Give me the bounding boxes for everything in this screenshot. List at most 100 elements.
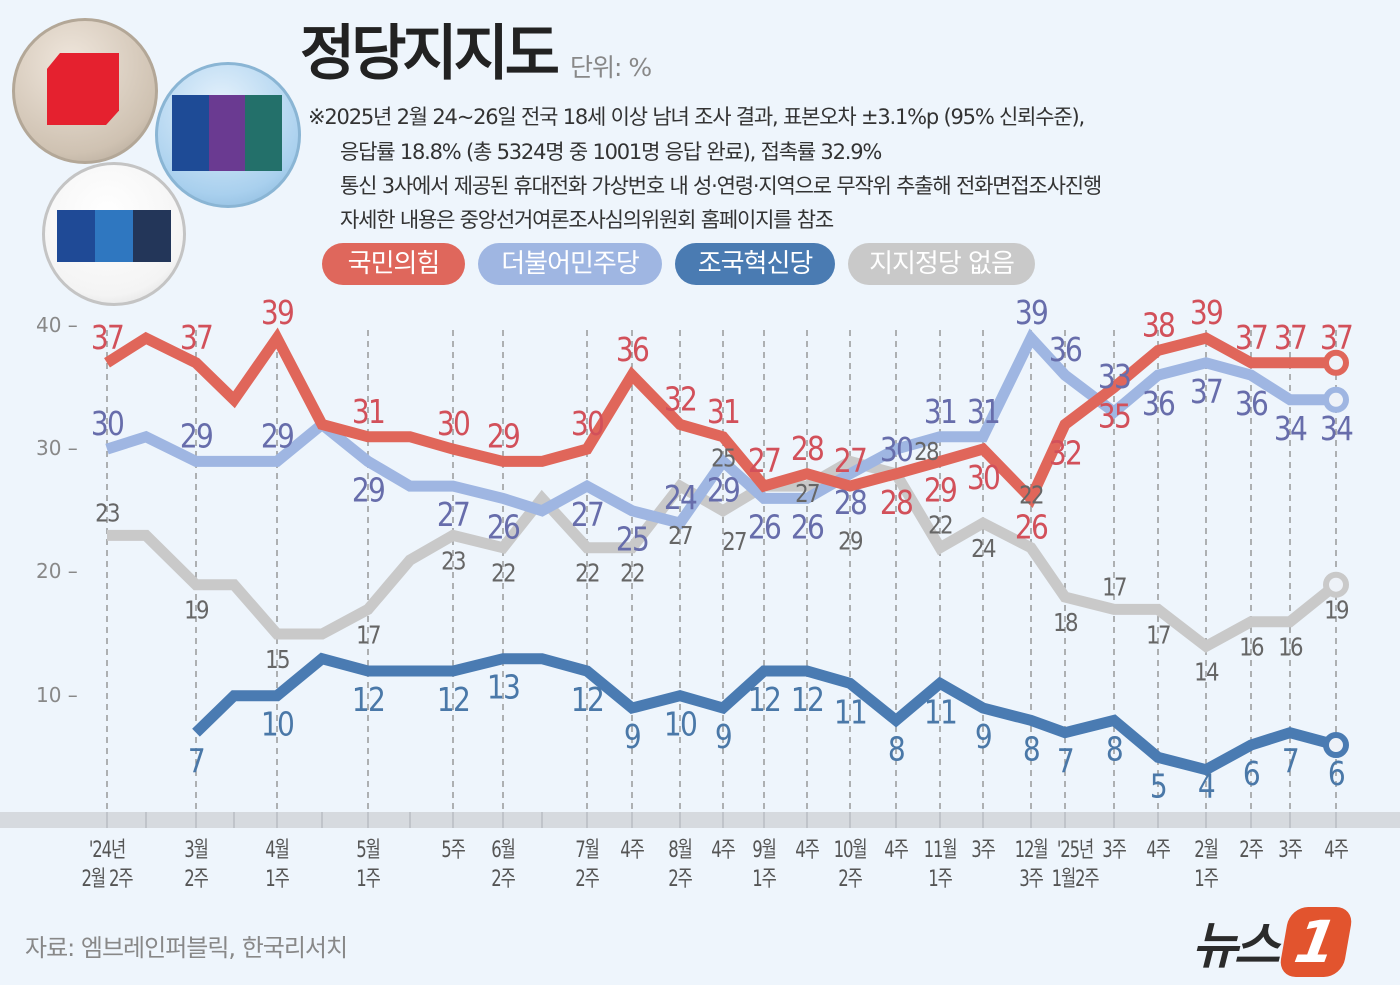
legend-ppp: 국민의힘 xyxy=(322,243,465,285)
data-label: 37 xyxy=(1274,320,1306,358)
brand-mark: 1 xyxy=(1277,907,1355,977)
data-label: 16 xyxy=(1278,633,1303,662)
data-label: 35 xyxy=(1098,398,1130,436)
data-label: 15 xyxy=(265,645,289,674)
data-label: 39 xyxy=(1190,295,1223,333)
data-label: 22 xyxy=(928,511,952,540)
data-label: 28 xyxy=(834,485,867,523)
red-cube-icon xyxy=(47,53,119,125)
series-line-1 xyxy=(105,328,1336,530)
data-label: 12 xyxy=(571,682,603,720)
data-label: 27 xyxy=(668,521,692,550)
end-point-marker xyxy=(1323,732,1349,759)
data-label: 7 xyxy=(1282,744,1298,782)
data-label: 30 xyxy=(91,406,124,444)
data-label: 9 xyxy=(715,719,731,757)
data-label: 34 xyxy=(1320,411,1353,449)
data-label: 36 xyxy=(1049,332,1082,370)
x-tick-label: 5주 xyxy=(441,838,466,863)
data-label: 17 xyxy=(1146,621,1170,650)
data-label: 29 xyxy=(838,527,863,556)
party-logo-red-cube xyxy=(12,18,158,164)
data-label: 30 xyxy=(967,460,1000,498)
party-logo-blue-flag xyxy=(155,62,301,208)
source-note: 자료: 엠브레인퍼블릭, 한국리서치 xyxy=(25,934,348,962)
survey-note-4: 자세한 내용은 중앙선거여론조사심의위원회 홈페이지를 참조 xyxy=(340,208,834,232)
tricolor-flag-icon xyxy=(172,95,283,171)
news1-logo: 뉴스 1 xyxy=(1192,907,1355,977)
data-label: 12 xyxy=(352,682,384,720)
unit-label: 단위: % xyxy=(570,53,652,82)
data-label: 19 xyxy=(1324,596,1349,625)
data-label: 11 xyxy=(834,694,866,732)
data-label: 12 xyxy=(437,682,469,720)
series-line-2 xyxy=(192,652,1338,776)
x-tick-label: 2월 1주 xyxy=(1194,838,1219,892)
party-logo-blue-stripes xyxy=(42,162,186,306)
x-tick-label: 12월 3주 xyxy=(1014,838,1049,892)
data-label: 27 xyxy=(748,443,780,481)
y-tick-label: 20 – xyxy=(36,559,78,584)
data-label: 26 xyxy=(791,509,824,547)
data-label: 25 xyxy=(616,522,648,560)
x-tick-label: 7월 2주 xyxy=(575,838,600,892)
data-label: 24 xyxy=(971,534,996,563)
data-label: 39 xyxy=(1015,295,1048,333)
x-tick-label: 9월 1주 xyxy=(752,838,777,892)
title-row: 정당지지도 단위: % xyxy=(300,18,652,90)
data-label: 12 xyxy=(748,682,780,720)
data-label: 32 xyxy=(664,381,696,419)
x-axis-bar xyxy=(0,812,1400,828)
data-label: 27 xyxy=(571,497,603,535)
data-label: 39 xyxy=(261,295,294,333)
data-label: 7 xyxy=(188,744,204,782)
data-label: 34 xyxy=(1274,411,1307,449)
data-label: 18 xyxy=(1053,608,1078,637)
data-label: 29 xyxy=(487,418,520,456)
data-label: 30 xyxy=(437,406,470,444)
data-label: 22 xyxy=(620,559,644,588)
data-label: 26 xyxy=(1015,509,1048,547)
data-label: 29 xyxy=(180,418,213,456)
data-label: 29 xyxy=(707,472,740,510)
data-label: 12 xyxy=(791,682,823,720)
x-tick-label: 8월 2주 xyxy=(668,838,693,892)
data-label: 25 xyxy=(711,444,735,473)
series-line-0 xyxy=(104,327,1336,509)
data-label: 36 xyxy=(616,332,649,370)
data-label: 32 xyxy=(1049,435,1081,473)
data-label: 27 xyxy=(834,443,866,481)
page-title: 정당지지도 xyxy=(300,19,560,89)
data-label: 14 xyxy=(1194,658,1219,687)
x-tick-label: '24년 2월 2주 xyxy=(81,838,134,892)
data-label: 31 xyxy=(924,394,956,432)
data-label: 10 xyxy=(261,707,294,745)
x-tick-label: 3월 2주 xyxy=(184,838,209,892)
x-tick-label: 5월 1주 xyxy=(356,838,381,892)
data-label: 9 xyxy=(624,719,640,757)
x-tick-label: 3주 xyxy=(1102,838,1127,863)
x-tick-label: 4주 xyxy=(795,838,820,863)
data-label: 37 xyxy=(1190,374,1222,412)
end-point-marker xyxy=(1323,386,1349,413)
x-tick-label: 4주 xyxy=(711,838,736,863)
data-label: 16 xyxy=(1239,633,1264,662)
data-label: 8 xyxy=(888,731,904,769)
x-tick-label: 11월 1주 xyxy=(923,838,958,892)
brand-text: 뉴스 xyxy=(1192,917,1280,975)
data-label: 37 xyxy=(1320,320,1352,358)
survey-note-3: 통신 3사에서 제공된 휴대전화 가상번호 내 성·연령·지역으로 무작위 추출… xyxy=(340,174,1102,198)
data-label: 29 xyxy=(261,418,294,456)
data-label: 7 xyxy=(1057,744,1073,782)
data-label: 28 xyxy=(791,431,824,469)
data-label: 10 xyxy=(664,707,697,745)
data-label: 13 xyxy=(487,670,520,708)
data-label: 6 xyxy=(1243,756,1259,794)
data-label: 22 xyxy=(575,559,599,588)
end-point-marker xyxy=(1323,571,1349,598)
legend-democratic: 더불어민주당 xyxy=(478,243,662,285)
data-label: 28 xyxy=(880,485,913,523)
data-label: 19 xyxy=(184,596,209,625)
data-label: 36 xyxy=(1235,386,1268,424)
